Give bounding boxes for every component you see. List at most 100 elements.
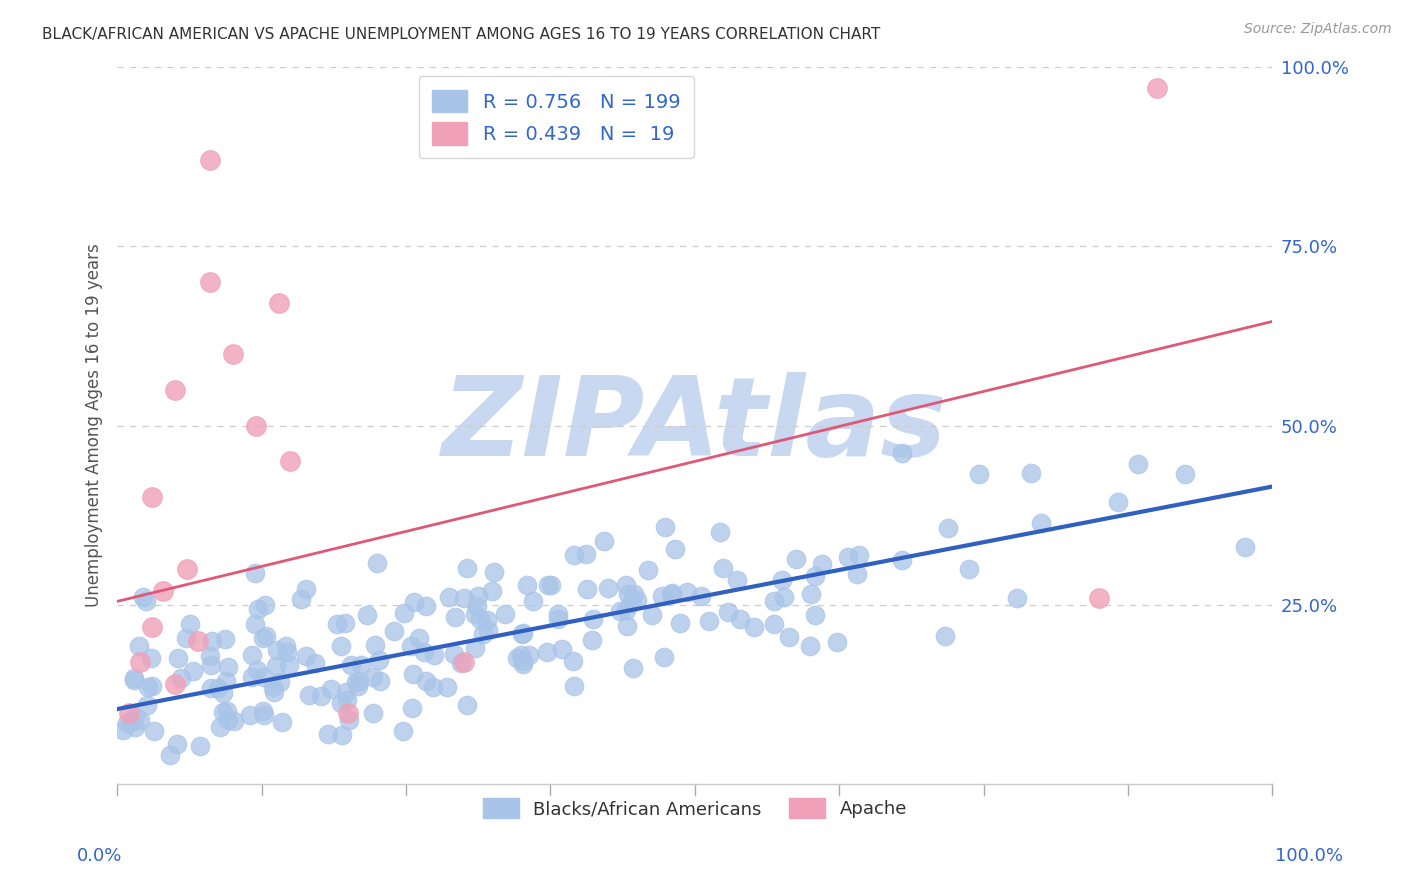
Point [169,671,191,685]
Point [453,591,475,606]
Point [465,599,488,613]
Point [575,548,598,562]
Point [456,561,478,575]
Point [481,583,503,598]
Point [1107,495,1129,509]
Point [392,723,415,738]
Point [471,627,494,641]
Point [848,549,870,563]
Point [262,680,284,694]
Point [188,739,211,754]
Point [330,728,353,742]
Point [762,617,785,632]
Point [124,710,146,724]
Point [770,573,793,587]
Point [936,520,959,534]
Point [475,613,498,627]
Point [609,604,631,618]
Point [439,591,461,605]
Point [1126,457,1149,471]
Point [709,525,731,540]
Point [413,645,436,659]
Point [621,661,644,675]
Point [804,608,827,623]
Point [222,347,245,361]
Point [141,619,163,633]
Point [562,549,585,563]
Legend: Blacks/African Americans, Apache: Blacks/African Americans, Apache [475,790,914,826]
Point [253,670,276,684]
Point [799,640,821,654]
Point [350,658,373,673]
Point [699,614,721,628]
Point [176,562,198,576]
Point [163,677,186,691]
Point [616,619,638,633]
Point [626,593,648,607]
Point [654,519,676,533]
Point [254,629,277,643]
Point [347,673,370,688]
Point [159,748,181,763]
Point [333,615,356,630]
Point [347,679,370,693]
Point [274,639,297,653]
Point [804,569,827,583]
Point [294,582,316,596]
Point [443,648,465,662]
Point [477,623,499,637]
Point [506,651,529,665]
Point [382,624,405,638]
Point [845,566,868,581]
Point [890,552,912,566]
Point [318,727,340,741]
Point [728,612,751,626]
Point [1233,541,1256,555]
Point [124,721,146,735]
Point [467,589,489,603]
Point [122,673,145,688]
Point [111,723,134,737]
Point [118,706,141,720]
Point [174,632,197,646]
Point [402,666,425,681]
Point [785,551,807,566]
Point [212,705,235,719]
Point [661,586,683,600]
Point [143,724,166,739]
Point [401,701,423,715]
Point [366,556,388,570]
Point [211,686,233,700]
Point [361,706,384,720]
Point [215,704,238,718]
Point [957,562,980,576]
Point [141,491,163,505]
Point [450,656,472,670]
Point [321,682,343,697]
Text: ZIPAtlas: ZIPAtlas [441,372,948,479]
Point [128,639,150,653]
Point [243,616,266,631]
Point [494,607,516,621]
Point [581,612,603,626]
Point [470,612,492,626]
Point [252,631,274,645]
Point [356,607,378,622]
Point [1174,467,1197,481]
Point [512,657,534,672]
Point [276,645,298,659]
Point [129,713,152,727]
Point [129,656,152,670]
Point [404,594,426,608]
Point [336,693,359,707]
Point [711,560,734,574]
Point [344,675,367,690]
Point [304,657,326,671]
Point [179,617,201,632]
Point [640,608,662,623]
Point [1088,591,1111,605]
Point [725,574,748,588]
Point [827,634,849,648]
Point [664,542,686,557]
Point [510,627,533,641]
